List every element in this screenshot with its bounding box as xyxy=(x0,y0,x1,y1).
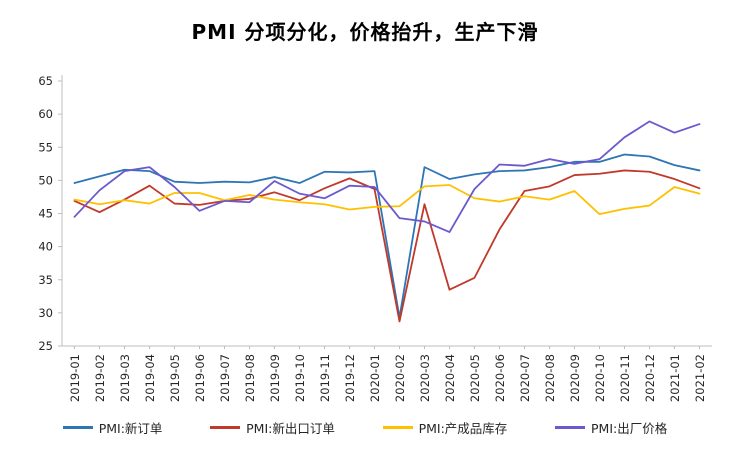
svg-text:2020-02: 2020-02 xyxy=(393,354,407,402)
svg-text:55: 55 xyxy=(38,140,53,154)
svg-text:25: 25 xyxy=(38,339,53,353)
svg-text:2020-10: 2020-10 xyxy=(593,354,607,402)
svg-text:50: 50 xyxy=(38,173,53,187)
legend-swatch-new-orders-line xyxy=(62,426,93,429)
svg-text:2020-11: 2020-11 xyxy=(618,354,632,402)
svg-text:2020-09: 2020-09 xyxy=(568,354,582,402)
svg-text:2019-03: 2019-03 xyxy=(118,354,132,402)
svg-text:40: 40 xyxy=(38,240,53,254)
legend-swatch-new-export-orders-line xyxy=(210,426,241,429)
svg-text:2021-01: 2021-01 xyxy=(668,354,682,402)
legend-swatch-ex-factory-price-line xyxy=(555,426,586,429)
svg-text:2020-05: 2020-05 xyxy=(468,354,482,402)
svg-text:2021-02: 2021-02 xyxy=(693,354,707,402)
svg-text:2019-02: 2019-02 xyxy=(93,354,107,402)
svg-text:2020-06: 2020-06 xyxy=(493,354,507,402)
legend-item-new-orders: PMI:新订单 xyxy=(62,418,163,437)
svg-text:2020-01: 2020-01 xyxy=(368,354,382,402)
legend-label-new-orders: PMI:新订单 xyxy=(98,421,163,436)
legend-item-new-export-orders: PMI:新出口订单 xyxy=(210,418,335,437)
svg-text:2019-12: 2019-12 xyxy=(343,354,357,402)
svg-text:2020-08: 2020-08 xyxy=(543,354,557,402)
legend-item-ex-factory-price: PMI:出厂价格 xyxy=(555,418,667,437)
svg-text:2019-08: 2019-08 xyxy=(243,354,257,402)
svg-text:2019-06: 2019-06 xyxy=(193,354,207,402)
svg-text:2019-04: 2019-04 xyxy=(143,354,157,402)
svg-text:2019-10: 2019-10 xyxy=(293,354,307,402)
svg-text:2020-03: 2020-03 xyxy=(418,354,432,402)
svg-text:2019-11: 2019-11 xyxy=(318,354,332,402)
svg-text:60: 60 xyxy=(38,107,53,121)
svg-text:30: 30 xyxy=(38,306,53,320)
legend-item-finished-goods-inventory: PMI:产成品库存 xyxy=(382,418,508,437)
legend-label-new-export-orders: PMI:新出口订单 xyxy=(246,421,335,436)
chart-legend: PMI:新订单 PMI:新出口订单 PMI:产成品库存 PMI:出厂价格 xyxy=(15,418,715,437)
svg-text:45: 45 xyxy=(38,207,53,221)
svg-text:2020-04: 2020-04 xyxy=(443,354,457,402)
svg-text:2019-05: 2019-05 xyxy=(168,354,182,402)
svg-text:2020-12: 2020-12 xyxy=(643,354,657,402)
legend-label-ex-factory-price: PMI:出厂价格 xyxy=(591,421,668,436)
svg-text:2019-09: 2019-09 xyxy=(268,354,282,402)
svg-text:2019-07: 2019-07 xyxy=(218,354,232,402)
legend-swatch-finished-goods-inventory-line xyxy=(382,426,413,429)
chart-title: PMI 分项分化，价格抬升，生产下滑 xyxy=(191,20,539,44)
legend-label-finished-goods-inventory: PMI:产成品库存 xyxy=(418,421,508,436)
svg-text:2019-01: 2019-01 xyxy=(68,354,82,402)
line-chart-plot-area: 25 30 35 40 45 50 55 60 65 2019-01 2019-02 2019-03 2… xyxy=(38,74,712,402)
svg-text:65: 65 xyxy=(38,74,53,88)
svg-text:35: 35 xyxy=(38,273,53,287)
svg-text:2020-07: 2020-07 xyxy=(518,354,532,402)
